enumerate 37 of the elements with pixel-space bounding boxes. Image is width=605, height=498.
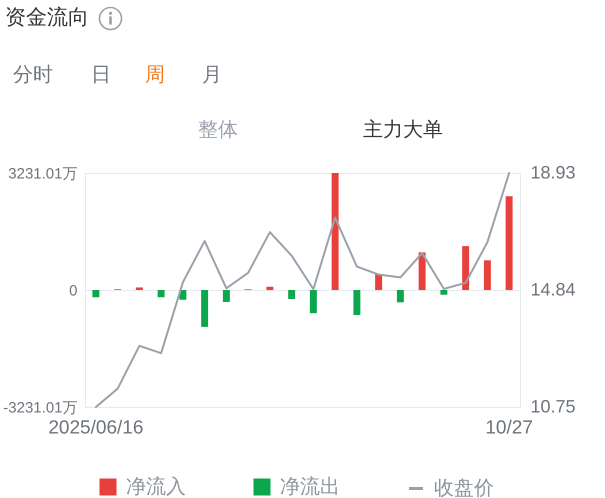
line-series <box>94 172 510 408</box>
bar <box>136 287 143 290</box>
legend-label: 净流出 <box>280 476 340 498</box>
bar <box>440 290 448 295</box>
y-tick-label: 0 <box>69 282 78 300</box>
text: 月 <box>202 63 222 87</box>
bar <box>310 290 317 314</box>
bar <box>92 290 100 298</box>
text: 日 <box>91 63 111 87</box>
bar <box>332 173 339 290</box>
text: 周 <box>145 63 165 87</box>
bar <box>462 246 470 290</box>
bar <box>375 274 382 290</box>
y2-tick-label: 10.75 <box>530 396 576 416</box>
bar <box>288 290 296 300</box>
y2-tick-label: 18.93 <box>530 162 576 182</box>
bar <box>506 196 513 290</box>
chart-title: 资金流向 <box>5 5 89 31</box>
bar <box>396 290 404 302</box>
bar <box>222 290 230 302</box>
text: 分时 <box>13 63 53 87</box>
bar <box>201 290 208 327</box>
text: 主力大单 <box>363 118 443 142</box>
x-tick-label: 2025/06/16 <box>48 418 144 438</box>
bar <box>179 290 186 300</box>
y-tick-label: -3231.01万 <box>3 400 78 416</box>
y-tick-label: 3231.01万 <box>8 166 78 182</box>
y2-tick-label: 14.84 <box>530 280 576 300</box>
text: 整体 <box>198 118 238 142</box>
bar <box>353 290 360 315</box>
legend-label: 净流入 <box>126 476 186 498</box>
bar <box>266 286 274 290</box>
bar <box>158 290 165 298</box>
bar <box>484 260 491 290</box>
x-tick-label: 10/27 <box>485 418 533 438</box>
legend-label: 收盘价 <box>434 478 494 498</box>
bar <box>418 252 426 290</box>
